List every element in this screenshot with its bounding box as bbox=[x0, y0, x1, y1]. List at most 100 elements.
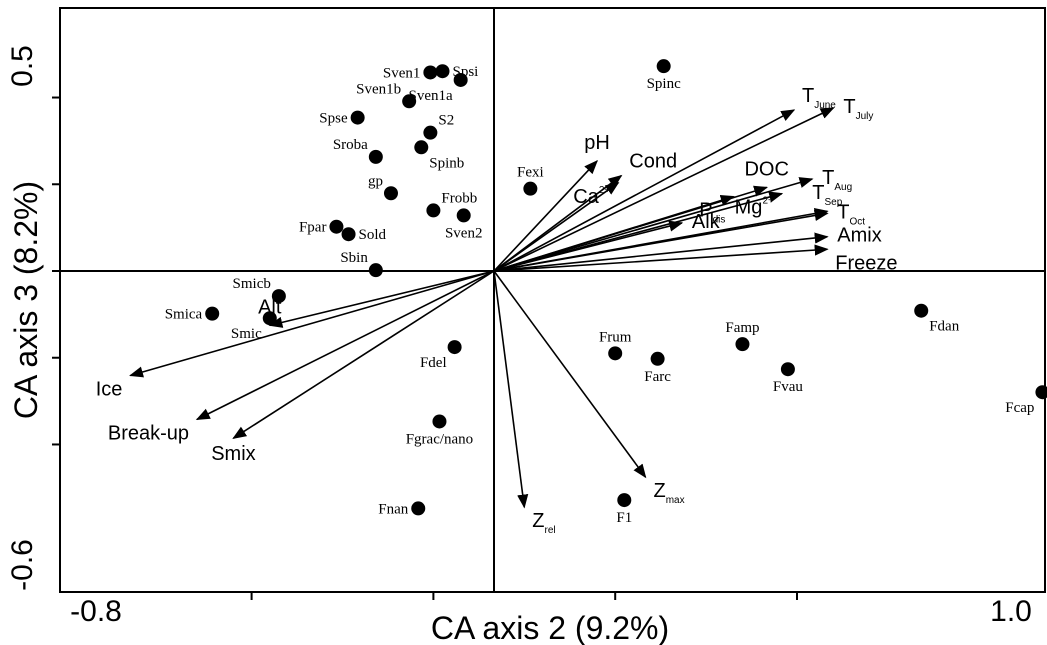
site-label: Smicb bbox=[233, 276, 271, 292]
site-label: Frum bbox=[599, 329, 632, 345]
env-vector-alk bbox=[493, 220, 684, 272]
env-label: Amix bbox=[837, 225, 881, 247]
site-point bbox=[341, 227, 356, 242]
site-point bbox=[650, 351, 665, 366]
env-label: TSep bbox=[812, 182, 842, 208]
site-point bbox=[383, 186, 398, 201]
site-label: Fpar bbox=[299, 220, 327, 236]
site-label: Sbin bbox=[340, 250, 368, 266]
site-label: Fdel bbox=[420, 355, 447, 371]
env-vector-zrel bbox=[493, 270, 529, 509]
y-tick-label: 0.5 bbox=[6, 45, 39, 87]
site-point bbox=[914, 303, 929, 318]
site-label: S2 bbox=[438, 113, 454, 129]
env-vector-alt bbox=[268, 270, 495, 328]
site-label: Fvau bbox=[773, 379, 804, 395]
site-label: gp bbox=[368, 173, 383, 189]
site-point bbox=[271, 289, 286, 304]
env-vector-break-up bbox=[195, 270, 495, 421]
env-vector-amix bbox=[493, 232, 829, 272]
env-vector-pdis bbox=[493, 194, 735, 272]
env-label: TJune bbox=[802, 85, 836, 111]
site-label: Fgrac/nano bbox=[406, 431, 473, 447]
site-label: Fcap bbox=[1005, 400, 1034, 416]
site-point bbox=[350, 110, 365, 125]
site-point bbox=[426, 203, 441, 218]
env-vector-toct bbox=[493, 209, 829, 272]
env-label: Ca2+ bbox=[573, 185, 610, 208]
site-point bbox=[608, 346, 623, 361]
site-point bbox=[423, 65, 438, 80]
env-label: pH bbox=[584, 132, 610, 154]
site-point bbox=[414, 140, 429, 155]
env-label: Zrel bbox=[532, 510, 555, 536]
site-label: Smica bbox=[165, 307, 203, 323]
site-point bbox=[329, 219, 344, 234]
site-label: Fexi bbox=[517, 165, 544, 181]
env-label: Smix bbox=[211, 443, 255, 465]
site-label: F1 bbox=[616, 510, 632, 526]
site-point bbox=[423, 125, 438, 140]
env-vector-smix bbox=[232, 270, 495, 439]
site-label: Sven1a bbox=[408, 88, 453, 104]
site-point bbox=[447, 340, 462, 355]
plot-frame bbox=[59, 7, 1046, 593]
site-label: Famp bbox=[725, 320, 759, 336]
site-label: Sroba bbox=[333, 137, 368, 153]
env-label: Cond bbox=[629, 151, 677, 173]
site-label: Sold bbox=[359, 227, 387, 243]
site-point bbox=[432, 414, 447, 429]
site-point bbox=[456, 208, 471, 223]
env-label: Break-up bbox=[108, 422, 189, 444]
site-label: Fnan bbox=[378, 501, 409, 517]
site-point bbox=[402, 94, 417, 109]
env-label: TJuly bbox=[843, 96, 873, 122]
site-point bbox=[780, 362, 795, 377]
env-label: Ice bbox=[96, 379, 123, 401]
x-axis-title: CA axis 2 (9.2%) bbox=[431, 610, 669, 645]
x-tick-label: -0.8 bbox=[70, 595, 122, 628]
env-label: Alk bbox=[692, 211, 721, 233]
site-point bbox=[368, 149, 383, 164]
site-point bbox=[656, 59, 671, 74]
site-label: Sven1b bbox=[356, 81, 401, 97]
site-label: Spinb bbox=[429, 155, 464, 171]
x-tick-label: 1.0 bbox=[990, 595, 1032, 628]
env-label: DOC bbox=[744, 158, 788, 180]
site-label: Frobb bbox=[441, 190, 477, 206]
site-point bbox=[453, 72, 468, 87]
site-label: Farc bbox=[644, 369, 671, 385]
env-vector-tjune bbox=[493, 109, 796, 272]
env-vector-tjuly bbox=[493, 107, 835, 272]
env-label: Mg2+ bbox=[735, 196, 774, 219]
site-point bbox=[523, 181, 538, 196]
env-label: Zmax bbox=[654, 480, 685, 506]
site-label: Sven2 bbox=[445, 225, 483, 241]
site-point bbox=[617, 493, 632, 508]
env-vector-zmax bbox=[493, 270, 647, 479]
env-vector-freeze bbox=[493, 244, 829, 272]
env-label: Freeze bbox=[835, 252, 897, 274]
site-label: Fdan bbox=[929, 319, 960, 335]
site-label: Sven1 bbox=[383, 65, 421, 81]
site-point bbox=[262, 311, 277, 326]
site-point bbox=[205, 306, 220, 321]
site-label: Smic bbox=[231, 326, 262, 342]
y-axis-title: CA axis 3 (8.2%) bbox=[8, 181, 44, 419]
site-point bbox=[368, 263, 383, 278]
env-vector-ph bbox=[493, 160, 598, 272]
env-label: Pdis bbox=[699, 200, 725, 226]
site-point bbox=[735, 337, 750, 352]
site-point bbox=[435, 64, 450, 79]
env-vector-ca-ion bbox=[493, 181, 620, 272]
env-label: TAug bbox=[822, 167, 852, 193]
env-vector-ice bbox=[129, 270, 495, 378]
y-tick-label: -0.6 bbox=[6, 539, 39, 591]
site-point bbox=[411, 501, 426, 516]
site-label: Spse bbox=[319, 111, 348, 127]
site-point bbox=[1035, 385, 1047, 400]
env-vector-taug bbox=[493, 177, 814, 272]
site-label: Spinc bbox=[647, 76, 682, 92]
env-label: TOct bbox=[837, 201, 865, 227]
